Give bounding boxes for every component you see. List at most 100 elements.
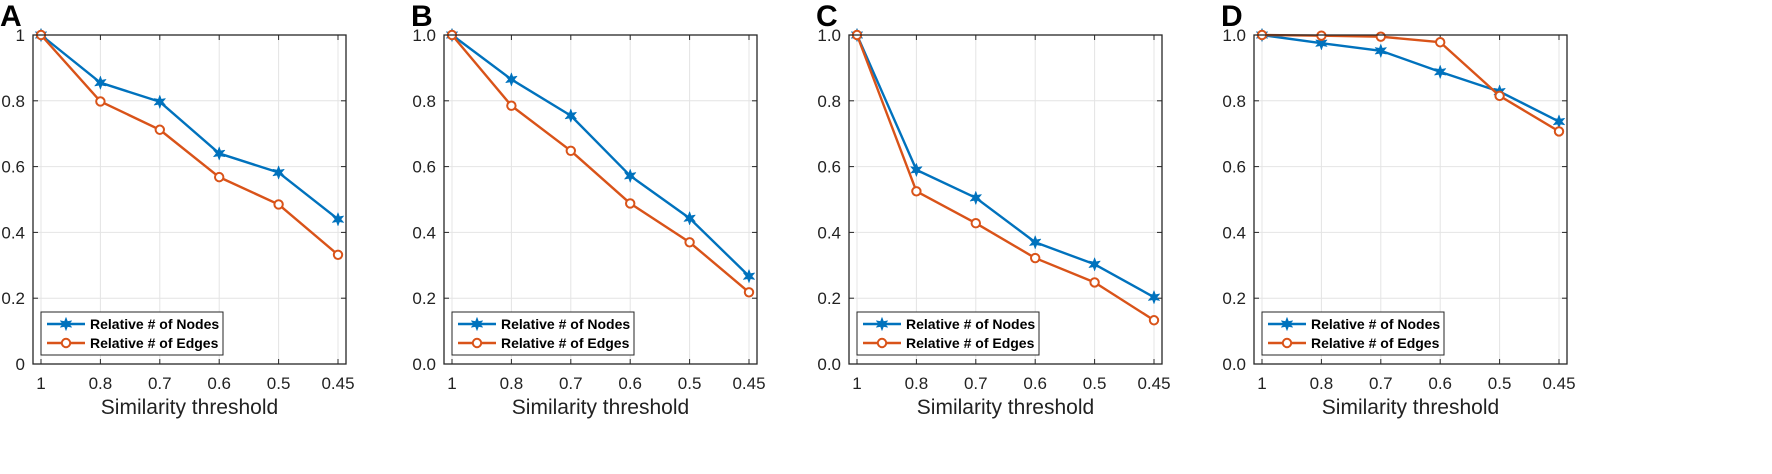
- y-tick-label: 0: [16, 355, 25, 374]
- data-point: [1148, 290, 1160, 305]
- panel-letter: A: [0, 0, 22, 33]
- y-tick-label: 0.8: [412, 92, 436, 111]
- x-tick-label: 0.5: [678, 374, 702, 393]
- data-point: [214, 171, 225, 183]
- data-point: [506, 100, 517, 111]
- panel-letter: D: [1221, 0, 1243, 33]
- legend-marker: [876, 337, 888, 349]
- data-point: [1148, 315, 1160, 326]
- legend-label: Relative # of Edges: [90, 335, 219, 351]
- y-tick-label: 1: [16, 26, 25, 45]
- x-tick-label: 0.5: [267, 374, 291, 393]
- legend-label: Relative # of Edges: [906, 335, 1035, 351]
- x-tick-label: 0.8: [500, 374, 524, 393]
- y-tick-label: 0.8: [1222, 92, 1246, 111]
- series-line: [451, 34, 750, 278]
- x-tick-label: 1: [36, 374, 45, 393]
- legend-marker: [471, 317, 483, 331]
- legend-marker: [1281, 317, 1293, 331]
- data-point: [1089, 277, 1100, 288]
- x-tick-label: 0.6: [1023, 374, 1047, 393]
- y-tick-label: 0.2: [1, 289, 25, 308]
- data-point: [624, 169, 637, 183]
- series-line: [1261, 33, 1560, 133]
- x-tick-label: 0.5: [1083, 374, 1107, 393]
- data-point: [625, 198, 636, 209]
- x-tick-label: 0.5: [1488, 374, 1512, 393]
- legend-label: Relative # of Nodes: [1311, 316, 1440, 332]
- data-point: [505, 72, 518, 87]
- data-point: [1316, 30, 1327, 41]
- x-tick-label: 0.8: [1310, 374, 1334, 393]
- plot-frame: [848, 34, 1163, 365]
- legend-marker: [471, 337, 483, 349]
- x-tick-label: 0.6: [207, 374, 231, 393]
- legend-marker: [60, 337, 72, 349]
- data-point: [1435, 37, 1446, 48]
- series-line: [451, 34, 750, 294]
- data-point: [332, 249, 344, 260]
- x-tick-label: 0.45: [1137, 374, 1170, 393]
- legend-box: [40, 311, 224, 356]
- data-point: [1088, 257, 1101, 272]
- chart-panel-a: 0 0.2 0.4 0.6 0.8 1 1 0.8 0.7 0.6 0.5 0.45 Relative …: [0, 0, 355, 419]
- panel-letter: B: [411, 0, 433, 33]
- y-tick-label: 1.0: [1222, 26, 1246, 45]
- y-tick-label: 0.4: [412, 223, 436, 242]
- y-tick-label: 0.8: [817, 92, 841, 111]
- legend-label: Relative # of Nodes: [501, 316, 630, 332]
- data-point: [684, 237, 695, 248]
- data-point: [565, 145, 576, 157]
- y-tick-label: 0.6: [412, 158, 436, 177]
- series-nodes: [1256, 28, 1565, 129]
- series-edges: [446, 29, 755, 298]
- data-point: [910, 163, 923, 177]
- y-tick-label: 0.2: [817, 289, 841, 308]
- data-point: [1375, 31, 1387, 42]
- x-tick-label: 0.6: [1428, 374, 1452, 393]
- y-tick-label: 0.2: [1222, 289, 1246, 308]
- legend-marker: [60, 317, 72, 331]
- x-tick-label: 0.45: [732, 374, 765, 393]
- x-tick-label: 0.7: [964, 374, 988, 393]
- legend-box: [1261, 311, 1445, 356]
- y-tick-label: 0.2: [412, 289, 436, 308]
- series-edges: [1256, 29, 1565, 137]
- y-tick-label: 0.0: [1222, 355, 1246, 374]
- data-point: [743, 287, 755, 298]
- data-point: [1553, 114, 1565, 129]
- data-point: [153, 94, 166, 109]
- y-tick-label: 1.0: [412, 26, 436, 45]
- panel-letter: C: [816, 0, 838, 33]
- data-point: [1374, 43, 1387, 58]
- chart-panel-b: 0.0 0.2 0.4 0.6 0.8 1.0 1 0.8 0.7 0.6 0.5 0.45 Relat…: [411, 0, 766, 419]
- data-point: [95, 96, 106, 107]
- series-edges: [851, 29, 1160, 326]
- data-point: [1029, 235, 1042, 250]
- data-point: [273, 199, 284, 210]
- data-point: [1315, 36, 1328, 51]
- plot-frame: [1253, 34, 1568, 365]
- legend-label: Relative # of Nodes: [906, 316, 1035, 332]
- series-line: [1261, 33, 1560, 123]
- y-tick-label: 0.0: [412, 355, 436, 374]
- x-axis-label: Similarity threshold: [512, 396, 689, 419]
- x-tick-label: 1: [852, 374, 861, 393]
- x-tick-label: 0.7: [148, 374, 172, 393]
- data-point: [1553, 126, 1565, 137]
- data-point: [911, 186, 922, 197]
- data-point: [1030, 252, 1041, 264]
- y-tick-label: 1.0: [817, 26, 841, 45]
- data-point: [970, 217, 981, 229]
- x-axis-label: Similarity threshold: [1322, 396, 1499, 419]
- x-tick-label: 0.6: [618, 374, 642, 393]
- series-line: [40, 34, 339, 256]
- data-point: [1434, 65, 1447, 79]
- x-tick-label: 0.8: [89, 374, 113, 393]
- x-tick-label: 1: [447, 374, 456, 393]
- series-nodes: [35, 28, 344, 227]
- chart-panel-c: 0.0 0.2 0.4 0.6 0.8 1.0 1 0.8 0.7 0.6 0.5 0.45 Relat…: [816, 0, 1171, 419]
- legend-marker: [876, 317, 888, 331]
- chart-panel-d: 0.0 0.2 0.4 0.6 0.8 1.0 1 0.8 0.7 0.6 0.5 0.45 Relat…: [1221, 0, 1576, 419]
- x-tick-label: 0.8: [905, 374, 929, 393]
